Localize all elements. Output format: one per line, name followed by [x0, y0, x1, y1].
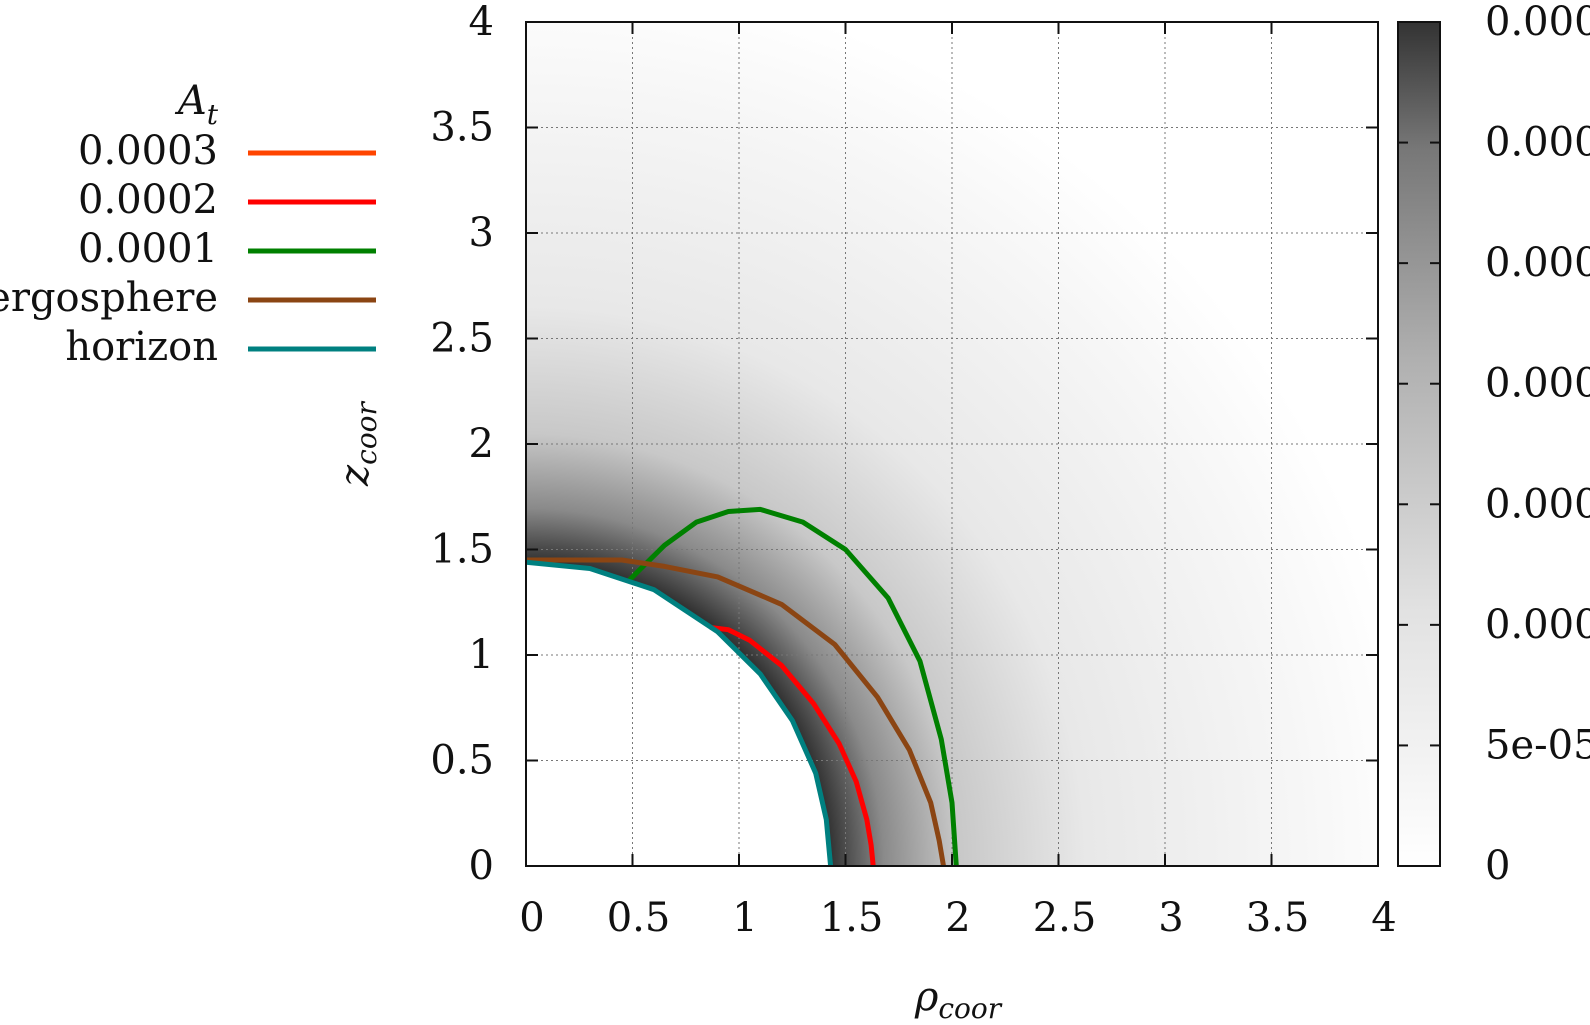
colorbar-tick-label: 0: [1485, 843, 1510, 889]
y-axis-label-subscript: coor: [350, 400, 383, 464]
y-tick-label: 3: [469, 210, 494, 256]
colorbar-layer: 0 5e-05 0.000 0.000 0.000 0.000 0.000 0.000: [1397, 0, 1590, 889]
series-layer: [526, 506, 959, 866]
x-axis-label: ρcoor: [914, 974, 1003, 1021]
x-tick-label: 2: [945, 895, 970, 941]
grid-layer: [526, 22, 1378, 866]
colorbar: [1397, 21, 1441, 867]
legend-title-subscript: t: [207, 98, 219, 131]
series-line-horizon: [526, 559, 834, 866]
y-tick-label: 0.5: [430, 738, 494, 784]
axes-layer: 0 0.5 1 1.5 2 2.5 3 3.5 4 0 0.5 1 1.5 2 2.5 3 3.5 4: [430, 0, 1396, 941]
y-tick-label: 0: [469, 843, 494, 889]
series-line-0-0001: [627, 506, 959, 866]
series-line-ergosphere: [526, 557, 946, 866]
y-axis-label-main: z: [332, 464, 378, 487]
colorbar-tick-label: 5e-05: [1485, 722, 1590, 768]
legend-title-main: A: [174, 78, 207, 124]
colorbar-tick-label: 0.000: [1485, 240, 1590, 286]
y-tick-label: 2.5: [430, 316, 494, 362]
legend-label: 0.0002: [78, 177, 218, 223]
x-tick-label: 1.5: [820, 895, 884, 941]
x-tick-label: 3.5: [1246, 895, 1310, 941]
colorbar-tick-label: 0.000: [1485, 120, 1590, 166]
colorbar-tick-label: 0.000: [1485, 0, 1590, 45]
legend-label: ergosphere: [0, 275, 218, 321]
x-axis-label-main: ρ: [914, 974, 939, 1020]
colorbar-tick-label: 0.000: [1485, 361, 1590, 407]
legend-label: horizon: [65, 324, 218, 370]
legend-label: 0.0003: [78, 128, 218, 174]
x-tick-label: 2.5: [1033, 895, 1097, 941]
x-tick-label: 0: [519, 895, 544, 941]
y-axis-label: zcoor: [332, 400, 383, 486]
y-tick-label: 1: [469, 632, 494, 678]
axis-labels-layer: ρcoor zcoor: [332, 400, 1003, 1025]
y-tick-label: 3.5: [430, 105, 494, 151]
colorbar-tick-label: 0.000: [1485, 602, 1590, 648]
x-tick-label: 1: [732, 895, 757, 941]
horizon-interior: [526, 562, 831, 866]
legend-title: At: [174, 78, 219, 131]
series-line-0-0002: [708, 625, 876, 866]
x-tick-label: 4: [1371, 895, 1396, 941]
y-tick-label: 2: [469, 421, 494, 467]
legend-label: 0.0001: [78, 226, 218, 272]
x-tick-label: 3: [1158, 895, 1183, 941]
colorbar-tick-label: 0.000: [1485, 481, 1590, 527]
y-tick-label: 1.5: [430, 527, 494, 573]
y-tick-label: 4: [469, 0, 494, 45]
x-tick-label: 0.5: [607, 895, 671, 941]
x-axis-label-subscript: coor: [938, 992, 1002, 1021]
